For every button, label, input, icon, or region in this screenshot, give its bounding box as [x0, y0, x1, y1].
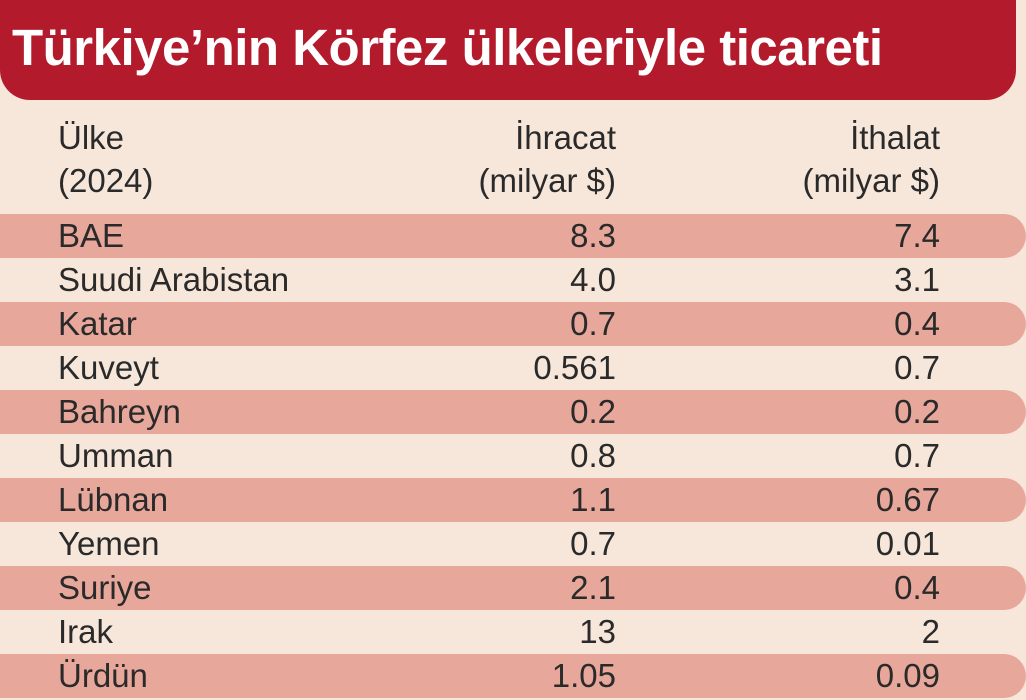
header-country-line2: (2024) [58, 162, 154, 199]
cell-import: 2 [921, 613, 940, 650]
table-row: Katar 0.7 0.4 [0, 302, 1026, 346]
table-row: Irak 13 2 [0, 610, 1026, 654]
cell-import: 0.2 [894, 393, 940, 430]
cell-import: 0.09 [875, 657, 940, 694]
header-export-line1: İhracat [515, 119, 616, 156]
header-import: İthalat (milyar $) [803, 116, 941, 202]
cell-country: Bahreyn [58, 393, 181, 430]
header-import-line1: İthalat [850, 119, 940, 156]
cell-export: 4.0 [570, 261, 616, 298]
table-header: Ülke (2024) İhracat (milyar $) İthalat (… [0, 112, 1026, 214]
cell-export: 8.3 [570, 217, 616, 254]
cell-export: 2.1 [570, 569, 616, 606]
table-row: Yemen 0.7 0.01 [0, 522, 1026, 566]
header-country: Ülke (2024) [58, 116, 153, 202]
cell-export: 0.7 [570, 305, 616, 342]
cell-country: Suudi Arabistan [58, 261, 290, 298]
header-import-line2: (milyar $) [802, 162, 941, 199]
chart-title: Türkiye’nin Körfez ülkeleriyle ticareti [12, 18, 883, 76]
cell-import: 0.4 [894, 305, 940, 342]
table-row: Suudi Arabistan 4.0 3.1 [0, 258, 1026, 302]
cell-export: 0.7 [570, 525, 616, 562]
cell-import: 0.7 [894, 349, 940, 386]
cell-export: 1.05 [551, 657, 616, 694]
table-row: Lübnan 1.1 0.67 [0, 478, 1026, 522]
header-export-line2: (milyar $) [478, 162, 617, 199]
cell-import: 0.67 [875, 481, 940, 518]
cell-import: 0.4 [894, 569, 940, 606]
cell-country: Umman [58, 437, 174, 474]
table-row: Umman 0.8 0.7 [0, 434, 1026, 478]
cell-country: Lübnan [58, 481, 169, 518]
title-banner: Türkiye’nin Körfez ülkeleriyle ticareti [0, 0, 1016, 100]
cell-export: 13 [579, 613, 616, 650]
cell-export: 0.561 [533, 349, 616, 386]
table-row: Bahreyn 0.2 0.2 [0, 390, 1026, 434]
table-row: Kuveyt 0.561 0.7 [0, 346, 1026, 390]
cell-export: 1.1 [570, 481, 616, 518]
cell-export: 0.8 [570, 437, 616, 474]
cell-export: 0.2 [570, 393, 616, 430]
header-export: İhracat (milyar $) [479, 116, 617, 202]
table-body: BAE 8.3 7.4 Suudi Arabistan 4.0 3.1 Katar 0.7 0.… [0, 214, 1026, 698]
cell-country: Suriye [58, 569, 152, 606]
cell-country: Katar [58, 305, 137, 342]
cell-import: 0.7 [894, 437, 940, 474]
cell-import: 7.4 [894, 217, 940, 254]
cell-import: 3.1 [894, 261, 940, 298]
table-row: BAE 8.3 7.4 [0, 214, 1026, 258]
cell-country: Irak [58, 613, 114, 650]
header-country-line1: Ülke [58, 119, 125, 156]
table-row: Suriye 2.1 0.4 [0, 566, 1026, 610]
table-row: Ürdün 1.05 0.09 [0, 654, 1026, 698]
cell-country: Ürdün [58, 657, 148, 694]
trade-table: Ülke (2024) İhracat (milyar $) İthalat (… [0, 112, 1026, 698]
cell-country: Yemen [58, 525, 160, 562]
cell-country: BAE [58, 217, 125, 254]
cell-country: Kuveyt [58, 349, 159, 386]
cell-import: 0.01 [875, 525, 940, 562]
